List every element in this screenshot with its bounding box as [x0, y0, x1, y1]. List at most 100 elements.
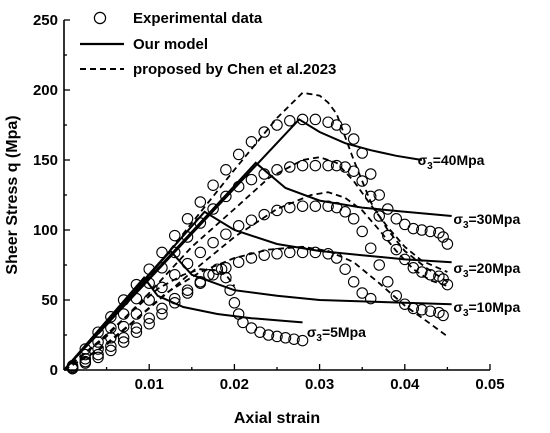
- data-point: [79, 343, 92, 355]
- data-point: [356, 225, 368, 238]
- data-point: [105, 340, 117, 352]
- y-tick-label: 0: [50, 362, 58, 379]
- data-point: [356, 175, 368, 187]
- data-point: [194, 217, 207, 229]
- legend-item: proposed by Chen et al.2023: [80, 61, 336, 78]
- data-point: [416, 266, 428, 278]
- data-point: [309, 200, 322, 212]
- data-point: [416, 304, 428, 316]
- x-axis-title: Axial strain: [234, 410, 320, 427]
- data-point: [284, 161, 296, 173]
- data-point: [347, 276, 360, 288]
- data-point: [433, 227, 445, 239]
- data-point: [284, 115, 296, 127]
- sigma-symbol: σ: [453, 211, 463, 227]
- data-point: [181, 284, 194, 296]
- data-point: [194, 277, 207, 289]
- x-tick-label: 0.01: [135, 376, 164, 393]
- data-point: [169, 246, 181, 259]
- data-point: [347, 213, 360, 225]
- data-point: [232, 256, 245, 268]
- data-point: [66, 362, 79, 375]
- data-point: [373, 189, 385, 201]
- series-circle: [66, 113, 454, 375]
- data-point: [117, 320, 130, 333]
- model-curve: [63, 118, 423, 371]
- legend-label: Experimental data: [133, 10, 263, 27]
- data-point: [382, 276, 394, 288]
- data-point: [258, 208, 270, 221]
- data-point: [181, 231, 194, 243]
- data-point: [271, 248, 283, 260]
- sigma-value: =5Mpa: [322, 324, 366, 340]
- data-point: [258, 168, 270, 180]
- data-point: [271, 119, 283, 131]
- data-point: [271, 164, 283, 176]
- data-point: [330, 252, 343, 264]
- data-point: [399, 253, 411, 266]
- chen-curve: [63, 245, 448, 371]
- sigma-label: σ3=10Mpa: [453, 299, 520, 319]
- sigma-value: =40Mpa: [433, 152, 485, 168]
- data-point: [224, 284, 236, 296]
- data-point: [143, 263, 155, 275]
- sigma-subscript: 3: [463, 308, 469, 319]
- sigma-symbol: σ: [453, 260, 463, 276]
- data-point: [156, 246, 168, 259]
- legend-label: proposed by Chen et al.2023: [133, 61, 336, 78]
- data-point: [245, 252, 258, 264]
- data-point: [156, 262, 168, 274]
- data-point: [79, 353, 92, 365]
- data-point: [92, 326, 104, 338]
- data-point: [117, 336, 130, 348]
- data-point: [105, 332, 117, 344]
- data-point: [322, 159, 334, 172]
- y-tick-label: 100: [33, 222, 58, 239]
- data-point: [220, 271, 232, 284]
- y-tick-label: 200: [33, 82, 58, 99]
- data-point: [356, 287, 368, 299]
- series-layer: [63, 91, 454, 375]
- data-point: [364, 190, 377, 203]
- sigma-value: =10Mpa: [469, 299, 521, 315]
- data-point: [254, 326, 266, 338]
- data-point: [364, 168, 377, 180]
- data-point: [105, 311, 117, 323]
- data-point: [407, 302, 420, 315]
- data-point: [156, 281, 168, 294]
- data-point: [296, 200, 309, 212]
- data-point: [143, 318, 155, 330]
- sigma-symbol: σ: [307, 324, 317, 340]
- sigma-subscript: 3: [316, 333, 322, 344]
- data-point: [117, 332, 130, 344]
- data-point: [390, 243, 403, 256]
- data-point: [169, 292, 181, 305]
- data-point: [296, 334, 309, 347]
- data-point: [220, 164, 232, 176]
- data-point: [169, 297, 181, 309]
- data-point: [79, 357, 92, 369]
- data-point: [322, 116, 334, 128]
- data-point: [330, 159, 343, 172]
- data-point: [416, 224, 428, 236]
- sigma-subscript: 3: [463, 220, 469, 231]
- data-point: [364, 242, 377, 254]
- data-point: [339, 206, 351, 218]
- data-point: [143, 277, 155, 289]
- data-point: [181, 213, 194, 225]
- legend-item: Our model: [80, 36, 208, 53]
- data-point: [245, 173, 258, 186]
- data-point: [207, 179, 219, 191]
- data-point: [245, 136, 258, 148]
- data-point: [130, 326, 143, 338]
- data-point: [284, 201, 296, 214]
- data-point: [105, 322, 117, 334]
- data-point: [271, 330, 283, 343]
- data-point: [296, 113, 309, 126]
- data-point: [390, 213, 403, 225]
- sigma-symbol: σ: [418, 152, 428, 168]
- data-point: [356, 147, 368, 159]
- legend-label: Our model: [133, 36, 208, 53]
- data-point: [245, 214, 258, 226]
